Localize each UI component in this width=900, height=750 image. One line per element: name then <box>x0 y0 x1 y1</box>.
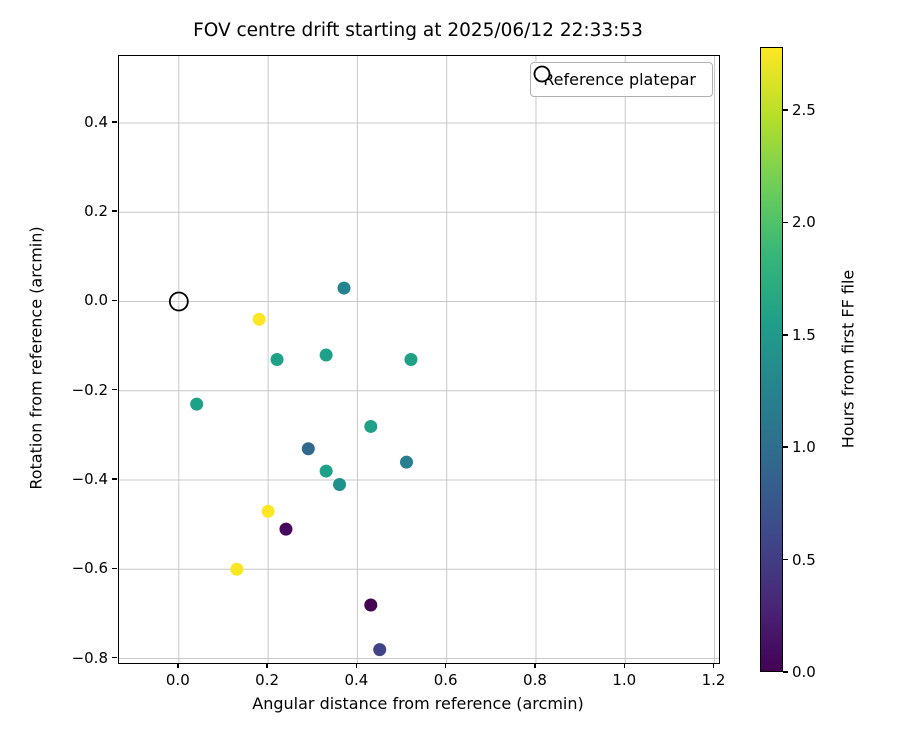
colorbar-tick-label: 2.0 <box>792 213 816 232</box>
colorbar-tick <box>783 334 788 336</box>
x-tick-label: 0.6 <box>433 671 458 689</box>
data-point <box>261 504 275 518</box>
data-point <box>319 348 333 362</box>
colorbar-tick-label: 2.5 <box>792 100 816 119</box>
colorbar-tick <box>783 446 788 448</box>
plot-area: Reference platepar <box>118 55 720 664</box>
y-tick <box>112 121 117 123</box>
data-point <box>230 562 244 576</box>
data-point <box>373 643 387 657</box>
y-tick-label: 0.2 <box>84 202 108 221</box>
data-point <box>301 442 315 456</box>
data-point <box>404 353 418 366</box>
reference-platepar-marker-icon <box>533 65 551 83</box>
data-point <box>270 353 284 366</box>
data-point <box>400 455 413 469</box>
colorbar-tick-label: 1.5 <box>792 325 816 344</box>
y-tick <box>112 478 117 480</box>
x-tick <box>534 663 536 668</box>
y-tick <box>112 567 117 570</box>
scatter-plot <box>119 56 719 663</box>
colorbar-tick <box>783 558 788 561</box>
x-tick-label: 0.8 <box>523 671 547 689</box>
colorbar-label: Hours from first FF file <box>838 269 858 449</box>
x-tick <box>444 663 447 668</box>
colorbar-tick <box>783 221 788 224</box>
x-tick <box>266 663 268 668</box>
y-tick-label: −0.4 <box>71 470 108 488</box>
data-point <box>279 522 293 536</box>
x-tick-label: 0.2 <box>255 671 280 689</box>
legend-label: Reference platepar <box>543 70 696 89</box>
chart-title: FOV centre drift starting at 2025/06/12 … <box>193 20 643 41</box>
y-tick-label: −0.8 <box>71 648 108 667</box>
legend: Reference platepar <box>530 62 713 97</box>
x-tick <box>355 663 358 668</box>
data-point <box>337 281 351 295</box>
x-axis-label: Angular distance from reference (arcmin) <box>252 694 584 713</box>
y-tick <box>112 388 117 391</box>
x-tick <box>712 663 715 668</box>
colorbar-tick-label: 0.5 <box>792 550 816 569</box>
data-point <box>364 598 378 612</box>
data-point <box>190 397 204 411</box>
x-tick-label: 0.4 <box>344 671 369 689</box>
data-point <box>333 477 347 491</box>
x-tick-label: 0.0 <box>165 671 190 689</box>
colorbar-tick-label: 0.0 <box>792 663 816 681</box>
data-point <box>319 464 333 478</box>
x-tick-label: 1.2 <box>701 671 726 689</box>
reference-platepar-marker <box>168 291 189 312</box>
y-tick <box>112 299 117 302</box>
x-tick <box>623 663 625 668</box>
data-point <box>364 419 378 433</box>
colorbar-tick <box>783 671 788 673</box>
y-tick-label: 0.4 <box>84 112 108 131</box>
y-tick <box>112 210 117 212</box>
y-tick-label: 0.0 <box>84 291 108 310</box>
colorbar <box>760 47 783 672</box>
data-point <box>252 312 266 326</box>
x-tick <box>177 663 179 668</box>
colorbar-tick <box>783 109 788 111</box>
y-tick-label: −0.2 <box>71 380 108 399</box>
colorbar-tick-label: 1.0 <box>792 438 816 457</box>
y-tick-label: −0.6 <box>71 559 108 578</box>
x-tick-label: 1.0 <box>612 671 637 689</box>
y-axis-label: Rotation from reference (arcmin) <box>26 226 46 490</box>
y-tick <box>112 656 117 659</box>
